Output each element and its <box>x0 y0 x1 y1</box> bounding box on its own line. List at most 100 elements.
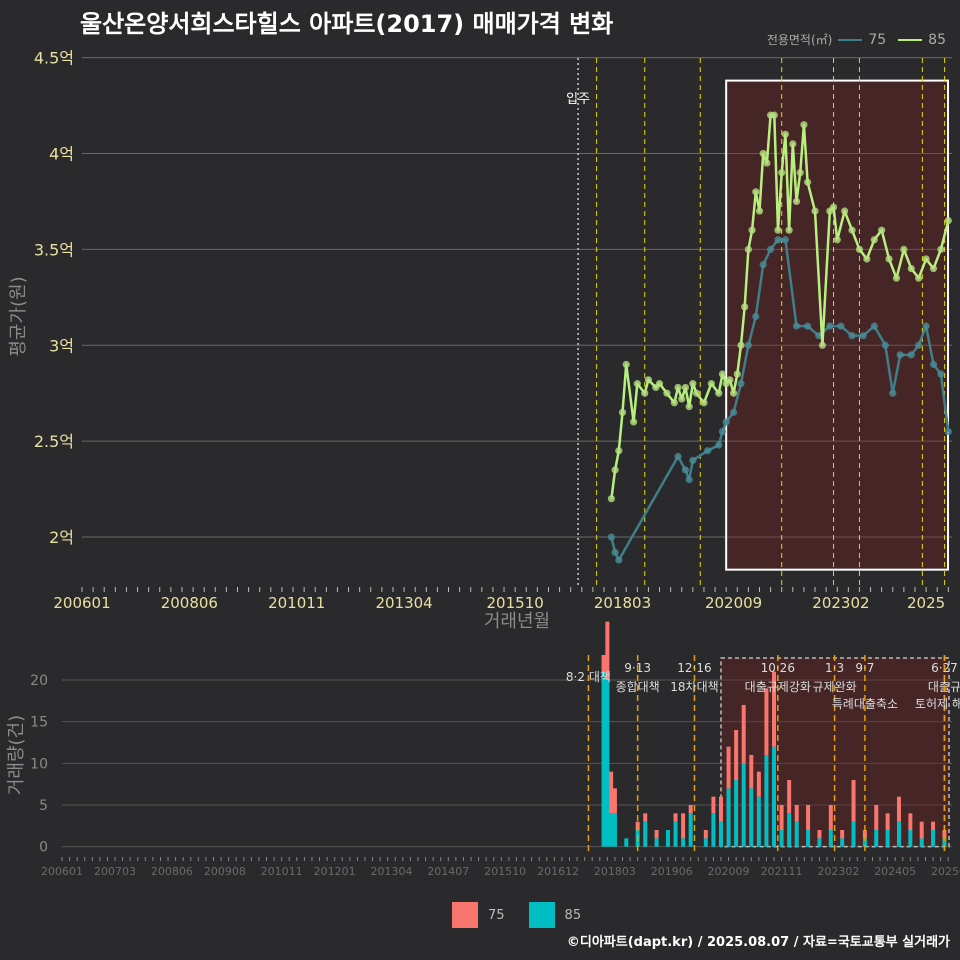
bar-75 <box>654 830 659 839</box>
bar-85 <box>908 830 913 847</box>
bar-75 <box>862 830 867 839</box>
legend-swatch-85 <box>898 38 923 41</box>
bar-85 <box>749 788 754 847</box>
x-tick-label: 201510 <box>487 594 544 612</box>
bar-75 <box>908 813 913 830</box>
data-point-85 <box>715 389 723 397</box>
data-point-75 <box>611 548 619 556</box>
data-point-85 <box>811 207 819 215</box>
event-label: 18차대책 <box>670 679 718 694</box>
data-point-75 <box>804 322 812 330</box>
data-point-85 <box>929 264 938 273</box>
legend-label-75: 75 <box>868 31 887 48</box>
data-point-75 <box>704 447 712 455</box>
data-point-85 <box>741 303 749 311</box>
bar-85 <box>794 821 799 847</box>
bar-85 <box>601 671 606 847</box>
data-point-85 <box>892 274 901 282</box>
data-point-85 <box>937 245 945 253</box>
bar-85 <box>624 838 629 847</box>
data-point-85 <box>774 226 782 234</box>
bar-75 <box>741 705 746 764</box>
bar-75 <box>806 805 811 830</box>
data-point-85 <box>829 203 838 211</box>
bar-75 <box>605 621 610 680</box>
data-point-85 <box>681 383 690 392</box>
data-point-75 <box>681 466 690 474</box>
data-point-85 <box>818 341 827 349</box>
bar-75 <box>688 805 693 814</box>
y-tick-label: 2.5억 <box>34 432 74 451</box>
bar-75 <box>828 805 833 830</box>
bar-x-tick-label: 201803 <box>594 865 636 878</box>
bar-85 <box>711 813 716 847</box>
data-point-85 <box>678 395 686 403</box>
data-point-85 <box>630 418 638 426</box>
event-label: 종합대책 <box>616 679 660 694</box>
bar-85 <box>919 838 924 847</box>
data-point-85 <box>885 255 893 263</box>
bar-legend-swatch-75 <box>452 902 478 928</box>
data-point-85 <box>663 389 671 397</box>
bar-85 <box>681 838 686 847</box>
bar-75 <box>896 796 901 822</box>
data-point-85 <box>789 140 797 148</box>
data-point-85 <box>692 389 701 397</box>
bar-x-tick-label: 200601 <box>41 865 83 878</box>
event-date: 10·26 <box>761 661 795 675</box>
data-point-85 <box>833 236 841 244</box>
bar-x-tick-label: 202302 <box>817 865 859 878</box>
bar-x-tick-label: 202111 <box>761 865 803 878</box>
bar-x-tick-label: 202405 <box>874 865 916 878</box>
bar-85 <box>896 821 901 847</box>
data-point-85 <box>922 255 930 263</box>
bar-x-tick-label: 200703 <box>94 865 136 878</box>
data-point-85 <box>644 376 653 384</box>
bar-85 <box>787 813 792 847</box>
data-point-75 <box>929 360 938 369</box>
data-point-75 <box>729 408 738 416</box>
bar-x-tick-label: 200806 <box>151 865 193 878</box>
bar-85 <box>862 838 867 847</box>
data-point-85 <box>841 207 849 215</box>
data-point-75 <box>615 556 623 564</box>
bar-75 <box>874 805 879 830</box>
data-point-75 <box>744 341 752 349</box>
data-point-75 <box>937 370 945 378</box>
data-point-85 <box>670 399 678 407</box>
data-point-85 <box>685 403 693 411</box>
bar-85 <box>840 838 845 847</box>
data-point-75 <box>896 351 904 359</box>
data-point-75 <box>674 452 682 461</box>
bar-85 <box>673 821 678 847</box>
bar-85 <box>718 821 723 847</box>
data-point-75 <box>722 418 730 426</box>
data-point-85 <box>655 380 664 388</box>
bar-x-tick-label: 201906 <box>651 865 693 878</box>
bar-85 <box>703 838 708 847</box>
bar-75 <box>711 796 716 814</box>
data-point-85 <box>759 149 767 158</box>
data-point-75 <box>759 261 767 269</box>
data-point-75 <box>907 351 915 359</box>
data-point-85 <box>737 341 745 349</box>
bar-85 <box>828 830 833 847</box>
data-point-85 <box>707 380 715 388</box>
bar-85 <box>665 830 670 847</box>
bar-85 <box>643 821 648 847</box>
data-point-75 <box>685 475 693 484</box>
data-point-85 <box>944 217 952 225</box>
chart-title: 울산온양서희스타힐스 아파트(2017) 매매가격 변화 <box>80 10 614 38</box>
data-point-85 <box>907 264 915 273</box>
bar-y-tick-label: 5 <box>39 798 48 814</box>
bar-75 <box>726 746 731 789</box>
data-point-75 <box>848 332 856 340</box>
bar-85 <box>779 830 784 847</box>
data-point-85 <box>718 370 727 378</box>
data-point-85 <box>778 169 786 177</box>
x-tick-label: 2025 <box>907 594 945 612</box>
bar-75 <box>643 813 648 822</box>
bar-y-axis-title: 거래량(건) <box>6 715 27 795</box>
bar-85 <box>741 763 746 847</box>
y-tick-label: 2억 <box>49 528 74 547</box>
